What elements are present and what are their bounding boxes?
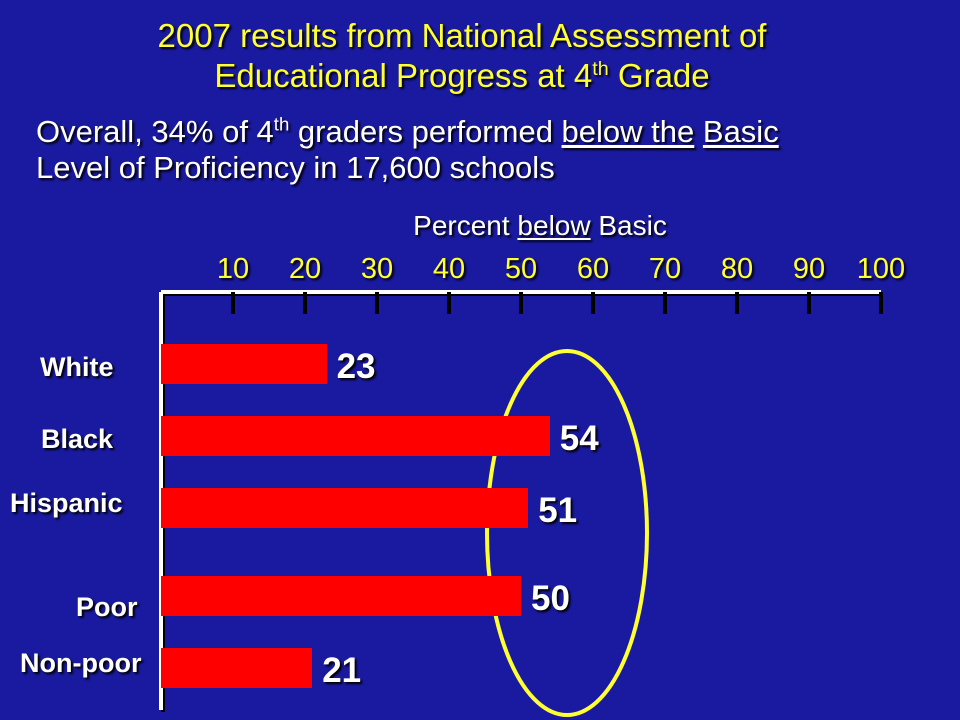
value-label-non-poor: 21 — [322, 651, 362, 690]
category-label-hispanic: Hispanic — [10, 488, 123, 518]
chart-title-line-2: Educational Progress at 4th Grade — [0, 56, 924, 96]
subtitle-underlined-basic: Basic — [702, 114, 779, 149]
x-tick-label: 40 — [432, 253, 466, 285]
chart-title-line-2-text: Educational Progress at 4 — [214, 57, 593, 94]
value-label-hispanic: 51 — [538, 491, 578, 530]
chart-subtitle-line-2: Level of Proficiency in 17,600 schools — [36, 150, 555, 185]
chart-title-superscript: th — [592, 58, 609, 80]
bar-black — [161, 416, 550, 456]
x-axis-title-underlined: below — [517, 210, 591, 241]
x-tick-label: 30 — [360, 253, 394, 285]
highlight-ellipse — [485, 349, 649, 717]
subtitle-superscript: th — [273, 113, 290, 135]
value-label-poor: 50 — [531, 579, 570, 618]
x-tick-label: 60 — [576, 253, 610, 285]
subtitle-part-2: graders performed — [289, 114, 562, 149]
x-axis-title-post: Basic — [590, 210, 667, 241]
category-label-black: Black — [41, 424, 114, 454]
subtitle-part-1: Overall, 34% of 4 — [36, 114, 274, 149]
x-tick-label: 50 — [504, 253, 538, 285]
chart-subtitle-line-1: Overall, 34% of 4th graders performed be… — [36, 114, 936, 150]
x-tick-label: 100 — [856, 253, 906, 285]
subtitle-underlined-below-the: below the — [561, 114, 695, 149]
value-label-white: 23 — [336, 347, 376, 386]
bar-non-poor — [161, 648, 313, 688]
bar-white — [161, 344, 327, 384]
chart-title: 2007 results from National Assessment of… — [0, 16, 924, 96]
value-label-black: 54 — [559, 419, 599, 458]
x-tick-label: 90 — [792, 253, 826, 285]
category-label-non-poor: Non-poor — [20, 648, 142, 678]
x-tick-label: 20 — [288, 253, 322, 285]
bar-poor — [161, 576, 521, 616]
x-tick-label: 80 — [720, 253, 754, 285]
chart-title-line-2-end: Grade — [608, 57, 710, 94]
category-label-poor: Poor — [76, 592, 138, 622]
x-axis-title: Percent below Basic — [380, 210, 700, 242]
x-tick-label: 10 — [216, 253, 250, 285]
chart-title-line-1: 2007 results from National Assessment of — [157, 17, 767, 54]
chart-subtitle: Overall, 34% of 4th graders performed be… — [36, 114, 936, 186]
x-tick-label: 70 — [648, 253, 682, 285]
x-axis-title-pre: Percent — [413, 210, 518, 241]
category-label-white: White — [40, 352, 114, 382]
bar-hispanic — [161, 488, 529, 528]
